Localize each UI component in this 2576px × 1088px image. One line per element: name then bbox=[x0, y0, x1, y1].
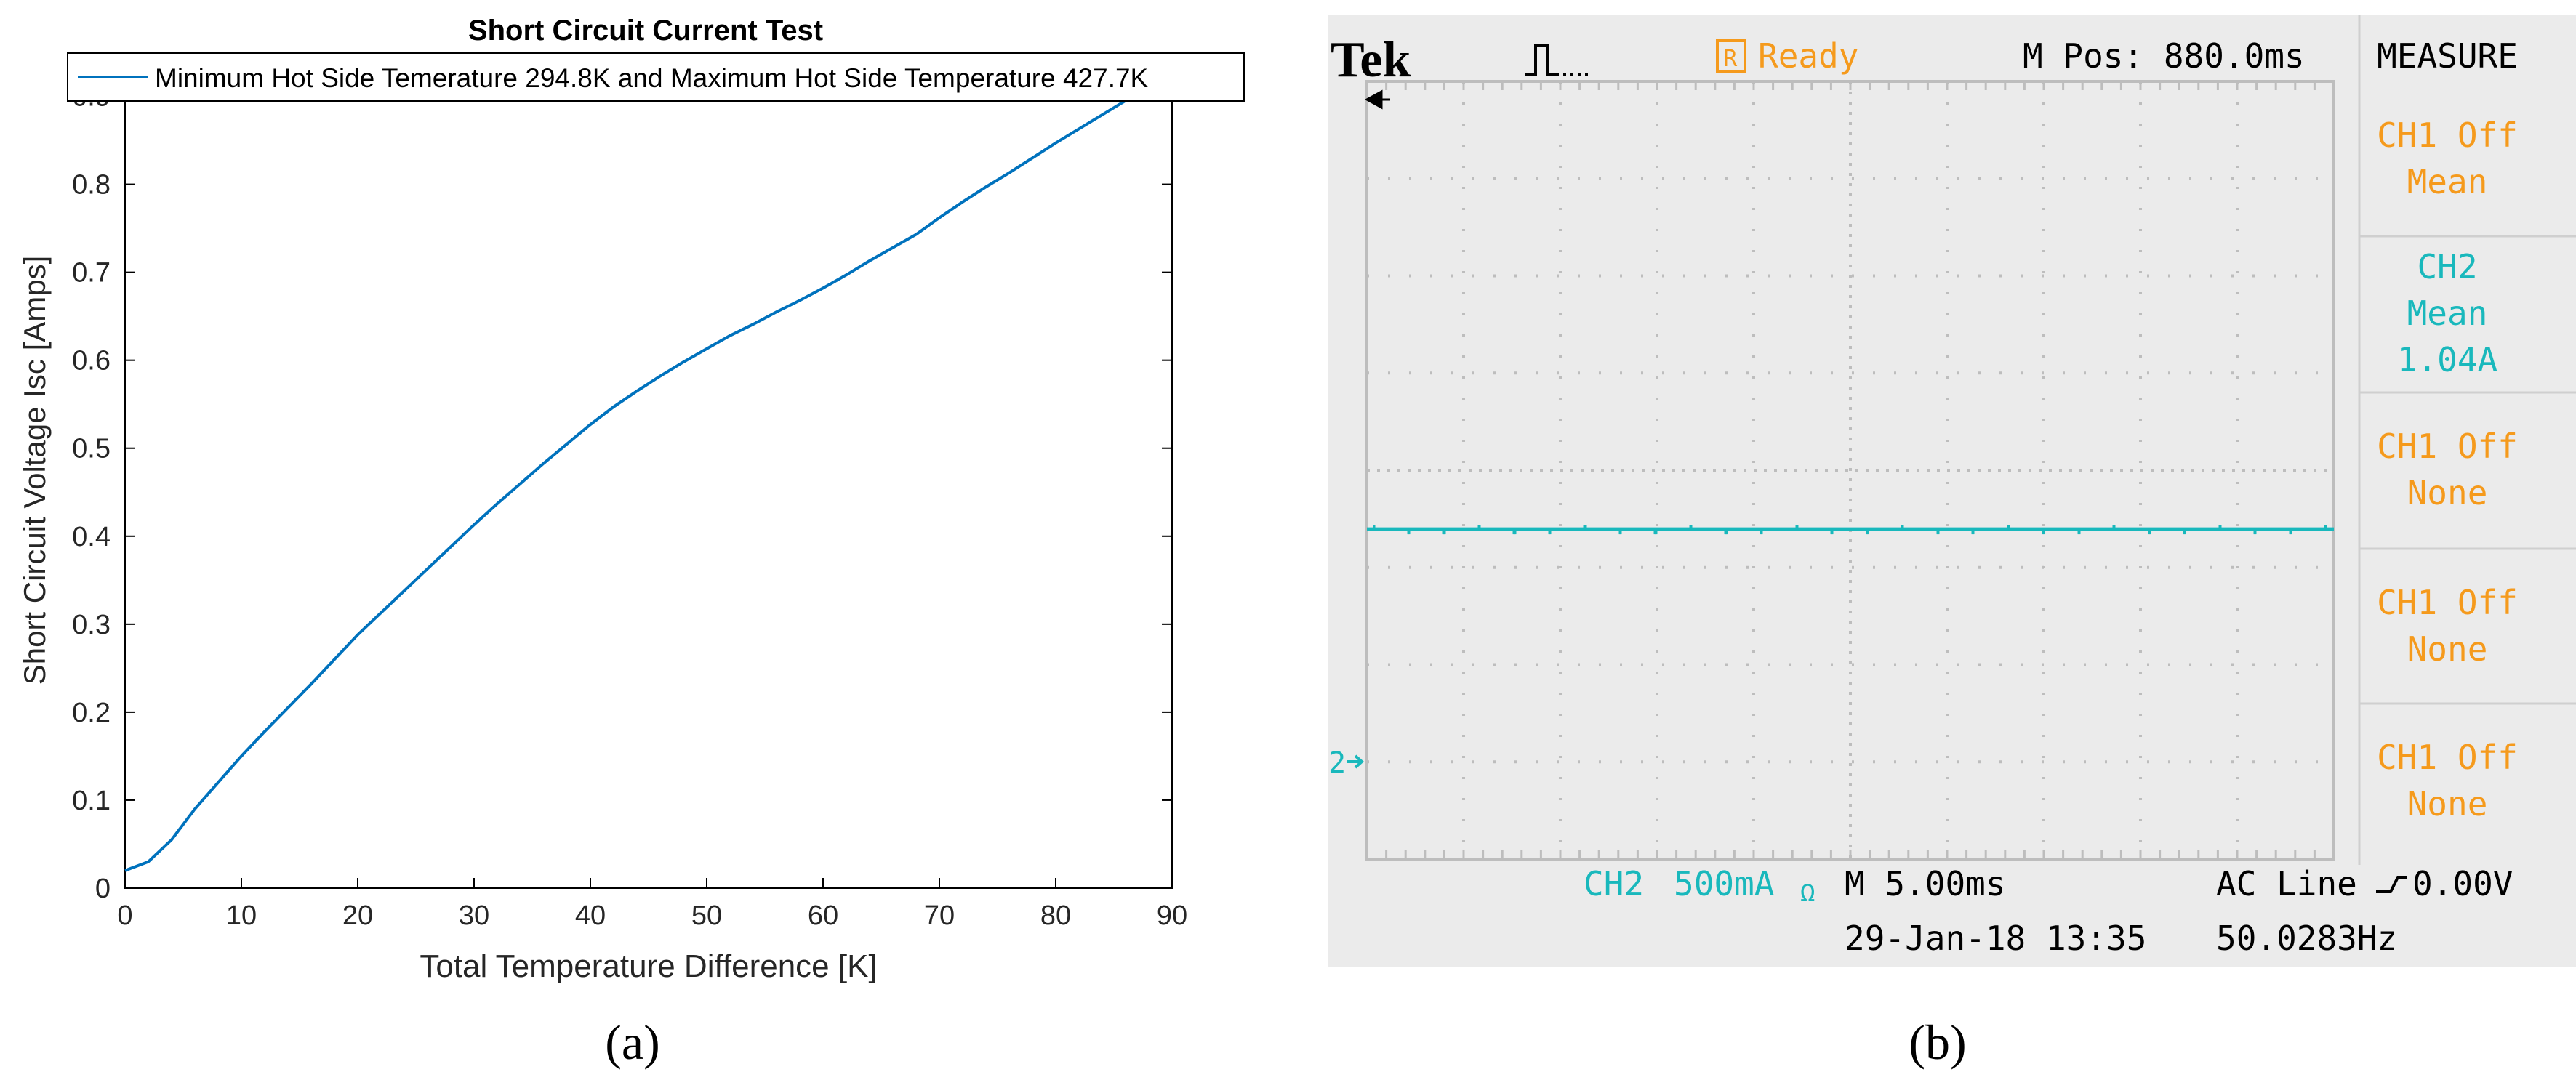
legend: Minimum Hot Side Temerature 294.8K and M… bbox=[67, 52, 1245, 102]
ch2-scale: 500mA bbox=[1674, 864, 1774, 903]
chart-panel-a: Short Circuit Current Test 0 10 20 30 40 50 60… bbox=[17, 15, 1245, 1070]
measure-slot-text: Mean bbox=[2407, 162, 2488, 201]
plot-area bbox=[124, 52, 1173, 889]
panel-a-caption: (a) bbox=[605, 1015, 659, 1070]
measure-slot-text: Mean bbox=[2407, 294, 2488, 333]
x-ticks: 0 10 20 30 40 50 60 70 80 90 bbox=[117, 52, 1187, 931]
measure-slot-text: CH1 Off bbox=[2377, 583, 2518, 622]
measure-slot-1[interactable]: CH1 Off Mean bbox=[2377, 116, 2518, 201]
y-tick-label: 0.4 bbox=[72, 522, 111, 552]
ch2-marker: 2 bbox=[1328, 746, 1346, 780]
y-tick-label: 0 bbox=[95, 874, 111, 904]
left-arrow-icon bbox=[1364, 89, 1390, 110]
y-tick-label: 0.6 bbox=[72, 346, 111, 376]
trigger-source: AC Line bbox=[2216, 864, 2357, 903]
timebase: M 5.00ms bbox=[1845, 864, 2006, 903]
ch2-trace-noise bbox=[1373, 525, 2327, 535]
ready-status: R Ready bbox=[1716, 36, 1858, 76]
x-tick-label: 20 bbox=[342, 900, 373, 931]
x-axis-label: Total Temperature Difference [K] bbox=[420, 948, 877, 984]
frequency: 50.0283Hz bbox=[2216, 919, 2397, 958]
oscilloscope-panel-b: Tek R Ready M Pos: 880.0ms MEASURE 2 CH1… bbox=[1328, 15, 2576, 1070]
y-tick-label: 0.5 bbox=[72, 434, 111, 464]
ch2-marker-arrow-icon bbox=[1347, 754, 1365, 769]
measure-slot-text: CH1 Off bbox=[2377, 427, 2518, 466]
measure-slot-text: None bbox=[2407, 784, 2488, 823]
y-tick-label: 0.2 bbox=[72, 698, 111, 728]
horizontal-position: M Pos: 880.0ms bbox=[2023, 36, 2305, 76]
measure-slot-4[interactable]: CH1 Off None bbox=[2359, 547, 2576, 669]
trigger-state-icon bbox=[1716, 39, 1746, 73]
graticule-grid bbox=[1365, 81, 2335, 859]
measure-slot-3[interactable]: CH1 Off None bbox=[2359, 391, 2576, 512]
date-time: 29-Jan-18 13:35 bbox=[1845, 919, 2146, 958]
y-tick-label: 0.1 bbox=[72, 786, 111, 816]
menu-title: MEASURE bbox=[2377, 36, 2518, 76]
data-series-line bbox=[124, 68, 1173, 872]
measure-slot-text: 1.04A bbox=[2397, 340, 2497, 379]
x-tick-label: 90 bbox=[1157, 900, 1187, 931]
ch2-suffix: Ω bbox=[1800, 879, 1815, 908]
x-tick-label: 50 bbox=[691, 900, 722, 931]
measure-slot-text: CH1 Off bbox=[2377, 738, 2518, 777]
x-tick-label: 40 bbox=[575, 900, 606, 931]
trigger-state-glyph: R bbox=[1723, 44, 1738, 72]
y-tick-label: 0.7 bbox=[72, 258, 111, 289]
chart-title: Short Circuit Current Test bbox=[468, 15, 823, 47]
panel-b-caption: (b) bbox=[1909, 1015, 1966, 1070]
y-tick-label: 0.3 bbox=[72, 610, 111, 640]
y-tick-label: 0.8 bbox=[72, 170, 111, 201]
measure-slot-2[interactable]: CH2 Mean 1.04A bbox=[2359, 235, 2576, 379]
ch2-label: CH2 bbox=[1584, 864, 1644, 903]
measure-slot-text: CH1 Off bbox=[2377, 116, 2518, 155]
x-tick-label: 60 bbox=[808, 900, 838, 931]
x-tick-label: 10 bbox=[226, 900, 257, 931]
y-axis-label: Short Circuit Voltage Isc [Amps] bbox=[17, 256, 52, 685]
acquisition-icon bbox=[1525, 44, 1589, 76]
trigger-level: 0.00V bbox=[2412, 864, 2513, 903]
brand-logo: Tek bbox=[1331, 32, 1411, 88]
x-tick-label: 80 bbox=[1040, 900, 1071, 931]
x-tick-label: 0 bbox=[117, 900, 132, 931]
rising-edge-icon bbox=[2376, 876, 2407, 893]
measure-slot-text: None bbox=[2407, 629, 2488, 669]
measure-slot-5[interactable]: CH1 Off None bbox=[2359, 702, 2576, 823]
measure-slot-text: CH2 bbox=[2417, 247, 2477, 286]
legend-label: Minimum Hot Side Temerature 294.8K and M… bbox=[155, 63, 1149, 93]
measure-slot-text: None bbox=[2407, 473, 2488, 512]
status-text: Ready bbox=[1758, 36, 1858, 76]
x-tick-label: 70 bbox=[924, 900, 955, 931]
x-tick-label: 30 bbox=[459, 900, 489, 931]
legend-box bbox=[67, 52, 1245, 102]
